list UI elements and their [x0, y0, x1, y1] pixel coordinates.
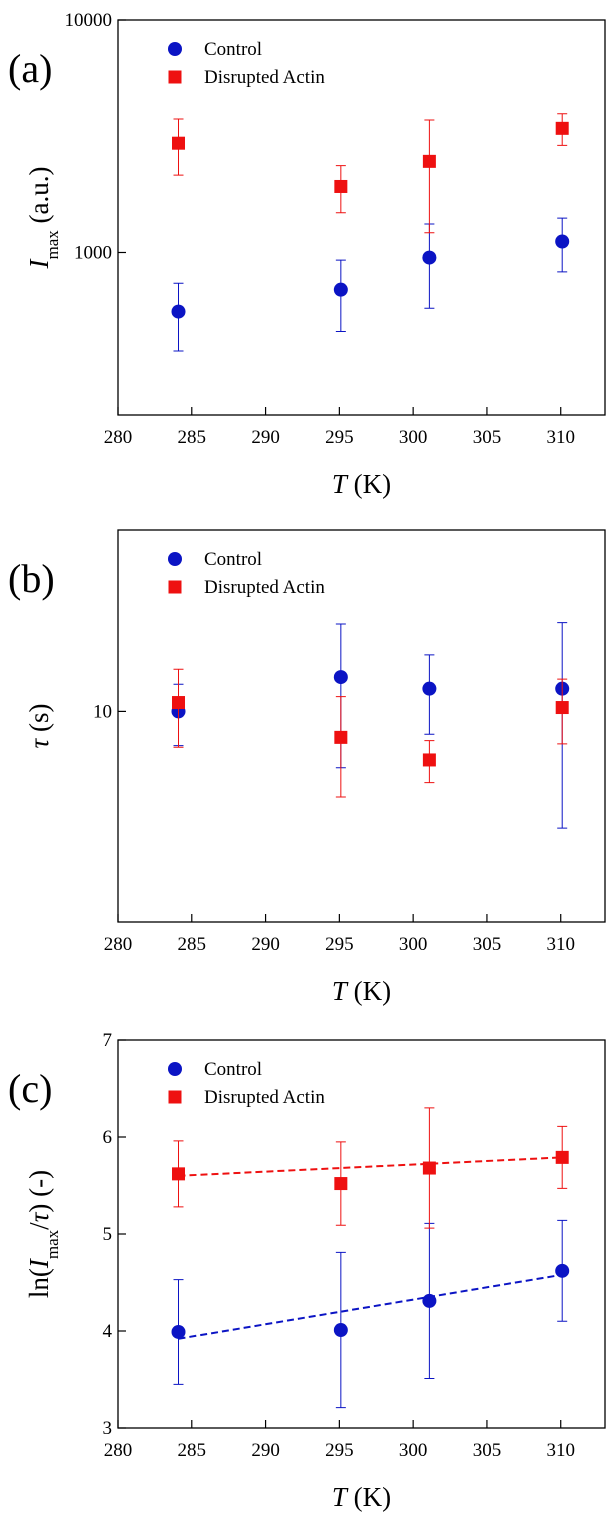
data-point — [333, 670, 348, 685]
x-tick-label: 290 — [251, 427, 280, 448]
label-part: ) (-) — [24, 1170, 54, 1213]
data-point — [172, 696, 186, 710]
data-point — [422, 1161, 436, 1175]
legend-label: Control — [204, 549, 262, 570]
x-tick-label: 285 — [178, 427, 207, 448]
label-part: T — [332, 469, 349, 499]
data-point — [555, 1263, 570, 1278]
y-axis-label: Imax (a.u.) — [24, 167, 62, 270]
x-axis-label: T (K) — [332, 976, 391, 1006]
y-tick-label: 6 — [103, 1127, 113, 1148]
x-tick-label: 295 — [325, 934, 354, 955]
x-tick-label: 300 — [399, 427, 428, 448]
x-tick-label: 300 — [399, 934, 428, 955]
legend-label: Disrupted Actin — [204, 1087, 325, 1108]
label-part: (a.u.) — [24, 167, 54, 231]
data-point — [555, 1150, 569, 1164]
x-axis-label: T (K) — [332, 469, 391, 499]
label-part: T — [332, 976, 349, 1006]
y-tick-label: 3 — [103, 1418, 113, 1439]
label-part: (s) — [24, 704, 54, 739]
data-point — [422, 753, 436, 767]
legend-label: Control — [204, 39, 262, 60]
label-part: I — [24, 1257, 54, 1269]
legend-marker — [168, 1090, 182, 1104]
y-tick-label: 10 — [93, 701, 112, 722]
x-tick-label: 290 — [251, 934, 280, 955]
panel-label: (a) — [8, 46, 52, 91]
label-part: I — [24, 258, 54, 270]
x-tick-label: 310 — [546, 934, 575, 955]
x-tick-label: 285 — [178, 1440, 207, 1461]
x-tick-label: 305 — [473, 934, 502, 955]
y-tick-label: 5 — [103, 1224, 113, 1245]
plot-frame — [117, 1039, 606, 1429]
label-part: max — [43, 230, 62, 260]
y-axis-label: ln(Imax/τ) (-) — [24, 1170, 62, 1298]
data-point — [171, 304, 186, 319]
data-point — [333, 1323, 348, 1338]
label-part: (K) — [347, 469, 391, 499]
label-part: τ — [24, 737, 54, 748]
fit-line — [178, 1156, 563, 1177]
data-point — [555, 121, 569, 135]
data-point — [334, 730, 348, 744]
label-part: max — [43, 1229, 62, 1259]
label-part: τ — [24, 1211, 54, 1222]
data-point — [555, 234, 570, 249]
legend-marker — [168, 70, 182, 84]
label-part: T — [332, 1482, 349, 1512]
error-bar — [424, 119, 435, 234]
legend-label: Disrupted Actin — [204, 67, 325, 88]
y-tick-label: 10000 — [65, 10, 113, 31]
plot-frame — [117, 529, 606, 923]
panel-label: (b) — [8, 556, 55, 601]
x-tick-label: 305 — [473, 427, 502, 448]
data-point — [334, 179, 348, 193]
y-tick-label: 1000 — [74, 242, 112, 263]
x-tick-label: 280 — [104, 427, 133, 448]
x-tick-label: 285 — [178, 934, 207, 955]
data-point — [422, 681, 437, 696]
y-axis-label: τ (s) — [24, 704, 54, 749]
data-point — [422, 250, 437, 265]
label-part: (K) — [347, 976, 391, 1006]
legend-label: Control — [204, 1059, 262, 1080]
x-tick-label: 305 — [473, 1440, 502, 1461]
label-part: (K) — [347, 1482, 391, 1512]
x-tick-label: 310 — [546, 427, 575, 448]
legend-marker — [168, 552, 182, 566]
data-point — [422, 1293, 437, 1308]
data-point — [172, 1167, 186, 1181]
error-bar — [335, 696, 346, 798]
x-tick-label: 295 — [325, 1440, 354, 1461]
x-tick-label: 280 — [104, 1440, 133, 1461]
panel-label: (c) — [8, 1066, 52, 1111]
data-point — [333, 282, 348, 297]
plot-frame — [117, 19, 606, 416]
x-tick-label: 295 — [325, 427, 354, 448]
x-tick-label: 290 — [251, 1440, 280, 1461]
legend-label: Disrupted Actin — [204, 577, 325, 598]
label-part: / — [24, 1222, 54, 1230]
data-point — [422, 154, 436, 168]
x-tick-label: 280 — [104, 934, 133, 955]
x-axis-label: T (K) — [332, 1482, 391, 1512]
data-point — [171, 1324, 186, 1339]
y-tick-label: 7 — [103, 1030, 113, 1051]
error-bar — [424, 223, 435, 309]
data-point — [172, 136, 186, 150]
legend-marker — [168, 42, 182, 56]
legend-marker — [168, 1062, 182, 1076]
legend-marker — [168, 580, 182, 594]
y-tick-label: 4 — [103, 1321, 113, 1342]
label-part: ln( — [24, 1268, 54, 1298]
fit-line — [178, 1273, 563, 1340]
x-tick-label: 300 — [399, 1440, 428, 1461]
data-point — [334, 1177, 348, 1191]
data-point — [555, 701, 569, 715]
x-tick-label: 310 — [546, 1440, 575, 1461]
